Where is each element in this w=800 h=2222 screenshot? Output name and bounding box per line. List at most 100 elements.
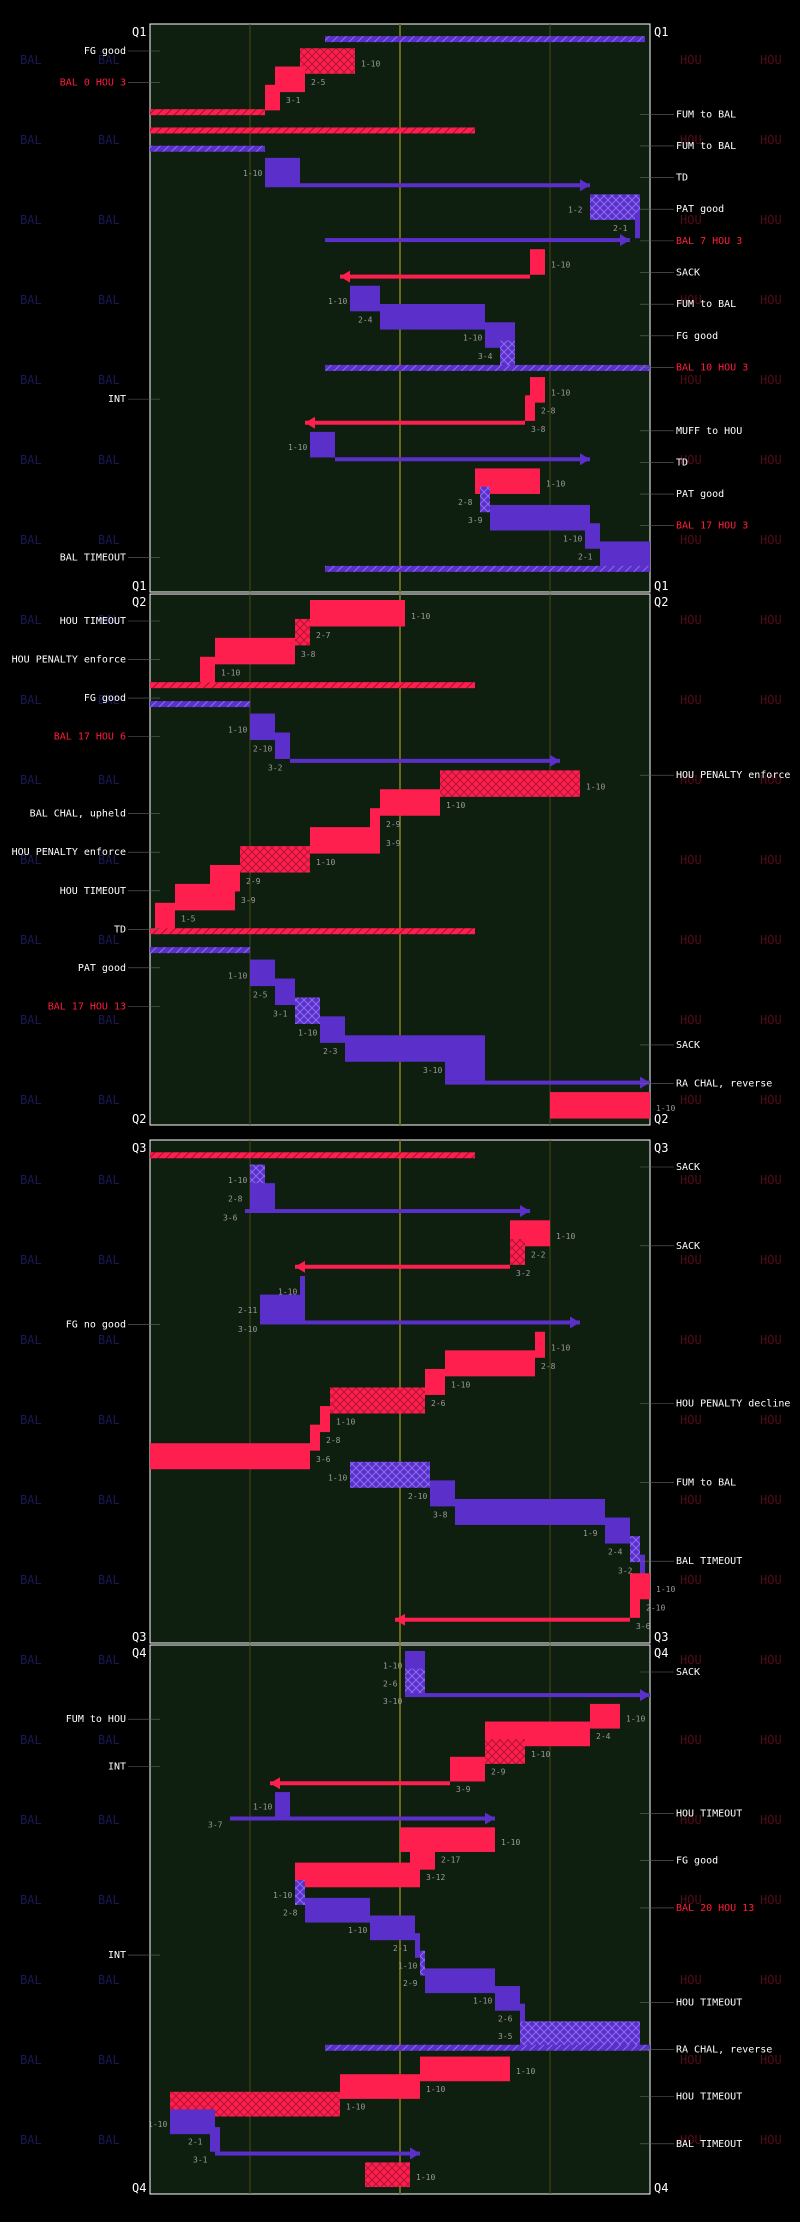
team-bg-label-away: BAL [20, 1413, 42, 1427]
play-bar [340, 274, 530, 279]
team-bg-label-away: BAL [98, 693, 120, 707]
event-label: FUM to BAL [676, 109, 736, 120]
down-label: 1-10 [278, 1288, 297, 1297]
team-bg-label-home: HOU [760, 1973, 782, 1987]
team-bg-label-home: HOU [680, 1173, 702, 1187]
play-bar [415, 1933, 420, 1958]
team-bg-label-away: BAL [20, 133, 42, 147]
play-bar [380, 789, 440, 816]
down-label: 1-10 [586, 782, 605, 791]
annotation: TD [640, 173, 688, 184]
play-arrowhead [580, 453, 590, 466]
down-label: 1-10 [531, 1750, 550, 1759]
team-bg-label-away: BAL [20, 533, 42, 547]
play-bar [325, 238, 630, 243]
annotation: SACK [640, 1241, 700, 1252]
event-label: FUM to HOU [66, 1714, 126, 1725]
play-run: 1-10 [298, 1016, 345, 1043]
team-bg-label-away: BAL [20, 1573, 42, 1587]
play-arrowhead [485, 1812, 495, 1825]
play-bar [325, 36, 645, 43]
play-run: 1-10 [398, 1950, 425, 1976]
play-run: 2-8 [310, 1424, 341, 1451]
annotation: SACK [640, 268, 700, 279]
team-bg-label-home: HOU [760, 213, 782, 227]
play-bar [295, 1862, 420, 1888]
down-label: 2-1 [613, 224, 628, 233]
play-run: 3-1 [273, 997, 320, 1024]
play-bar [320, 1406, 330, 1433]
down-label: 1-10 [228, 725, 247, 734]
play-bar [170, 2109, 215, 2135]
team-bg-label-away: BAL [20, 453, 42, 467]
annotation: RA CHAL, reverse [640, 2044, 772, 2055]
team-bg-label-away: BAL [20, 933, 42, 947]
team-bg-label-home: HOU [760, 773, 782, 787]
play-bar [500, 340, 515, 367]
down-label: 2-4 [358, 315, 373, 324]
play-bar [370, 1915, 415, 1941]
play-run: 2-1 [613, 212, 640, 239]
team-bg-label-home: HOU [760, 1093, 782, 1107]
play-kick [325, 36, 645, 43]
down-label: 3-1 [273, 1009, 288, 1018]
event-label: BAL TIMEOUT [60, 552, 126, 563]
event-label: HOU PENALTY enforce [676, 770, 790, 781]
play-bar [365, 2162, 410, 2188]
team-bg-label-home: HOU [680, 373, 702, 387]
team-bg-label-home: HOU [680, 1413, 702, 1427]
team-bg-label-home: HOU [760, 373, 782, 387]
play-bar [370, 808, 380, 835]
play-bar [265, 183, 590, 188]
team-bg-label-home: HOU [760, 1413, 782, 1427]
play-run: 1-10 [228, 713, 275, 741]
play-run: 2-8 [458, 486, 490, 513]
team-bg-label-away: BAL [98, 1013, 120, 1027]
play-bar [260, 1320, 580, 1325]
play-pass: 3-2 [268, 754, 560, 772]
down-label: 3-10 [238, 1325, 257, 1334]
quarter-label: Q1 [654, 579, 668, 593]
team-bg-label-home: HOU [680, 2133, 702, 2147]
team-bg-label-home: HOU [760, 853, 782, 867]
play-arrowhead [580, 179, 590, 192]
down-label: 1-10 [446, 801, 465, 810]
team-bg-label-home: HOU [680, 1893, 702, 1907]
annotation: INT [108, 1761, 160, 1772]
play-bar [150, 701, 250, 708]
event-label: HOU TIMEOUT [676, 1997, 742, 2008]
down-label: 1-10 [253, 1803, 272, 1812]
play-bar [275, 732, 290, 759]
play-bar [300, 1276, 305, 1303]
play-pass [265, 179, 590, 192]
team-bg-label-home: HOU [760, 693, 782, 707]
play-bar [445, 1350, 535, 1377]
event-label: MUFF to HOU [676, 426, 742, 437]
play-run: 2-9 [450, 1756, 506, 1782]
team-bg-label-home: HOU [760, 453, 782, 467]
down-label: 1-10 [336, 1418, 355, 1427]
quarter-label: Q2 [132, 595, 146, 609]
down-label: 2-6 [383, 1679, 398, 1688]
team-bg-label-home: HOU [680, 1013, 702, 1027]
play-bar [325, 364, 650, 371]
down-label: 3-8 [433, 1511, 448, 1520]
annotation: HOU PENALTY enforce [640, 770, 790, 781]
down-label: 3-8 [301, 650, 316, 659]
team-bg-label-away: BAL [20, 373, 42, 387]
play-bar [295, 1264, 510, 1269]
event-label: FG no good [66, 1320, 126, 1331]
annotation: TD [114, 924, 160, 935]
down-label: 1-9 [583, 1529, 598, 1538]
event-label: HOU PENALTY enforce [12, 655, 126, 666]
annotation: FG good [640, 331, 718, 342]
team-bg-label-home: HOU [760, 1333, 782, 1347]
annotations: FG good BAL 0 HOU 3 FUM to BAL FUM to BAL TD… [12, 46, 791, 2150]
play-bar [350, 1461, 430, 1488]
play-arrowhead [295, 1260, 305, 1273]
play-bar [215, 2151, 420, 2156]
play-run: 1-9 [583, 1517, 630, 1544]
score-label: BAL 17 HOU 6 [54, 732, 126, 743]
play-bar [215, 637, 295, 665]
team-bg-label-home: HOU [760, 1493, 782, 1507]
